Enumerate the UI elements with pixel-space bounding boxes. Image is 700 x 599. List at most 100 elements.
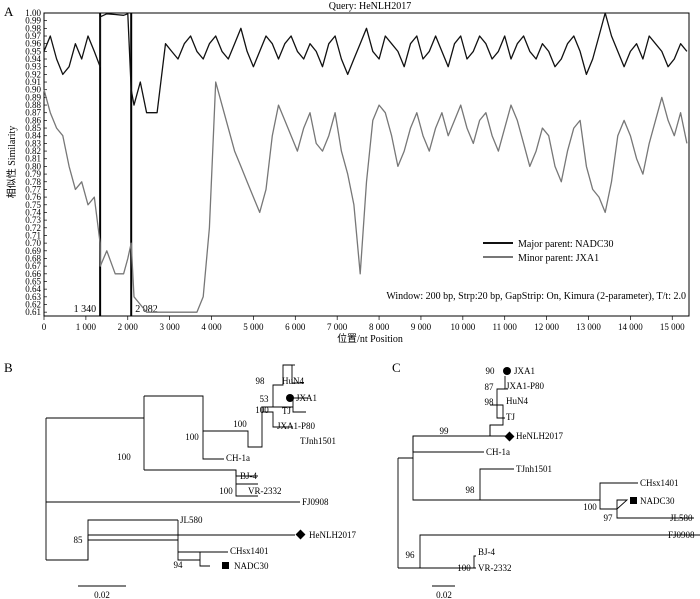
bootstrap-value: 85 <box>74 535 84 545</box>
taxon-label: JL580 <box>180 515 203 525</box>
taxon-label: FJ0908 <box>668 530 695 540</box>
bootstrap-value: 100 <box>583 502 597 512</box>
square-marker-icon <box>630 497 637 504</box>
breakpoint-label: 2 082 <box>135 304 158 315</box>
y-tick-label: 0.68 <box>25 253 41 263</box>
y-tick-label: 0.89 <box>25 92 41 102</box>
x-axis-label: 位置/nt Position <box>337 332 403 345</box>
y-tick-label: 0.82 <box>25 146 41 156</box>
similarity-plot: 0.610.620.630.640.650.660.670.680.690.70… <box>25 8 690 332</box>
x-tick-label: 10 000 <box>450 322 475 332</box>
legend: Major parent: NADC30 Minor parent: JXA1 <box>483 239 614 264</box>
panel-c-label: C <box>392 360 401 375</box>
tree-b-branch <box>144 364 304 448</box>
square-marker-icon <box>222 562 229 569</box>
taxon-label: JXA1 <box>514 366 535 376</box>
y-tick-label: 0.87 <box>25 108 41 118</box>
bootstrap-value: 100 <box>185 432 199 442</box>
tree-b-labels: HuN4 JXA1 TJ JXA1-P80 TJnh1501 CH-1a BJ-… <box>74 376 357 599</box>
phylogenetic-tree-b <box>45 364 308 587</box>
bootstrap-value: 94 <box>174 560 184 570</box>
y-tick-label: 0.77 <box>25 184 41 194</box>
y-tick-label: 0.80 <box>25 161 41 171</box>
taxon-label: HuN4 <box>506 396 528 406</box>
y-tick-label: 0.72 <box>25 223 41 233</box>
taxon-label: VR-2332 <box>478 563 512 573</box>
y-tick-label: 0.79 <box>25 169 41 179</box>
legend-label-major: Major parent: NADC30 <box>518 239 614 250</box>
x-axis-ticks: 0 1 000 2 000 3 000 4 000 5 000 6 000 7 000 8 00… <box>42 316 685 332</box>
y-tick-label: 0.83 <box>25 138 41 148</box>
y-tick-label: 0.76 <box>25 192 41 202</box>
taxon-label: CH-1a <box>486 447 510 457</box>
bootstrap-value: 98 <box>485 397 495 407</box>
y-tick-label: 0.85 <box>25 123 41 133</box>
diamond-marker-icon <box>504 431 515 442</box>
tree-b-branch <box>177 520 228 567</box>
tree-c-branch <box>489 425 507 437</box>
taxon-label: HuN4 <box>282 376 304 386</box>
bootstrap-value: 87 <box>485 382 495 392</box>
bootstrap-value: 100 <box>233 419 247 429</box>
taxon-label: NADC30 <box>234 561 269 571</box>
x-tick-label: 8 000 <box>369 322 390 332</box>
y-tick-label: 0.78 <box>25 177 41 187</box>
taxon-label: HeNLH2017 <box>516 431 563 441</box>
y-tick-label: 0.95 <box>25 46 41 56</box>
taxon-label: JXA1-P80 <box>506 381 545 391</box>
y-tick-label: 0.86 <box>25 115 41 125</box>
taxon-label: JXA1 <box>296 393 317 403</box>
y-tick-label: 0.71 <box>25 230 41 240</box>
bootstrap-value: 100 <box>457 563 471 573</box>
x-tick-label: 3 000 <box>160 322 181 332</box>
taxon-label: TJnh1501 <box>300 436 336 446</box>
x-tick-label: 9 000 <box>411 322 432 332</box>
y-tick-label: 0.93 <box>25 62 41 72</box>
tree-c-branch <box>420 555 476 569</box>
y-tick-label: 0.94 <box>25 54 41 64</box>
y-tick-label: 0.61 <box>25 307 41 317</box>
similarity-series <box>43 12 688 313</box>
y-tick-label: 0.84 <box>25 131 41 141</box>
y-tick-label: 0.70 <box>25 238 41 248</box>
x-tick-label: 0 <box>42 322 47 332</box>
bootstrap-value: 97 <box>604 513 614 523</box>
taxon-label: JXA1-P80 <box>277 421 316 431</box>
tree-c-branch <box>412 436 484 453</box>
tree-c-labels: JXA1 JXA1-P80 HuN4 TJ HeNLH2017 CH-1a TJ… <box>406 366 696 599</box>
y-tick-label: 0.90 <box>25 85 41 95</box>
tree-b-branch <box>261 407 293 428</box>
x-tick-label: 1 000 <box>76 322 97 332</box>
scale-bar-label: 0.02 <box>94 590 110 599</box>
tree-b-branch <box>202 431 224 460</box>
y-tick-label: 0.62 <box>25 299 41 309</box>
legend-label-minor: Minor parent: JXA1 <box>518 253 599 264</box>
bootstrap-value: 98 <box>256 376 266 386</box>
scale-bar-label: 0.02 <box>436 590 452 599</box>
tree-c-branch <box>599 499 694 519</box>
x-tick-label: 15 000 <box>660 322 685 332</box>
plot-frame <box>43 12 690 317</box>
diamond-marker-icon <box>295 529 306 540</box>
tree-c-branch <box>480 482 638 501</box>
method-annotation: Window: 200 bp, Strp:20 bp, GapStrip: On… <box>386 291 686 302</box>
bootstrap-value: 96 <box>406 550 416 560</box>
x-tick-label: 5 000 <box>243 322 264 332</box>
taxon-label: BJ-4 <box>240 471 258 481</box>
taxon-label: TJ <box>506 412 515 422</box>
tree-b-branch <box>235 470 258 477</box>
taxon-label: TJnh1501 <box>516 464 552 474</box>
y-tick-label: 0.66 <box>25 269 41 279</box>
panel-a-label: A <box>4 4 14 19</box>
x-tick-label: 7 000 <box>327 322 348 332</box>
x-tick-label: 12 000 <box>534 322 559 332</box>
phylogenetic-tree-c <box>397 376 700 587</box>
taxon-label: VR-2332 <box>248 486 282 496</box>
tree-c-branch <box>398 534 700 569</box>
tree-c-branch <box>490 404 505 419</box>
bootstrap-value: 99 <box>440 426 450 436</box>
y-tick-label: 0.92 <box>25 69 41 79</box>
bootstrap-value: 100 <box>117 452 131 462</box>
taxon-label: TJ <box>282 406 291 416</box>
